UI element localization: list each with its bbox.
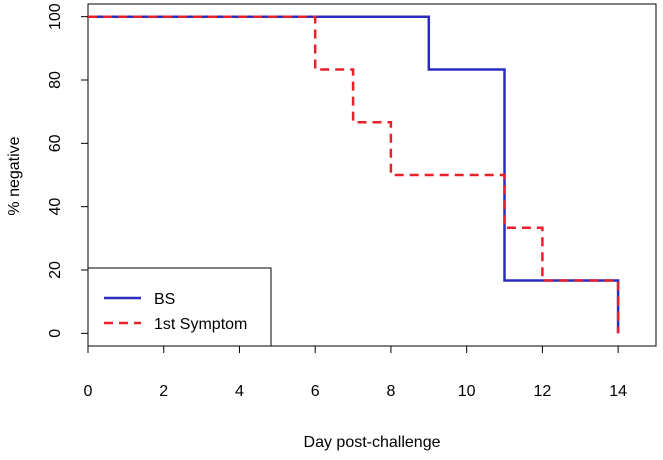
x-tick-label: 4	[235, 383, 244, 400]
y-tick-label: 100	[47, 3, 64, 30]
x-tick-label: 0	[84, 383, 93, 400]
x-axis: 0 2 4 6 8 10 12 14	[84, 346, 627, 400]
y-tick-label: 0	[47, 329, 64, 338]
y-tick-label: 80	[47, 71, 64, 89]
y-tick-label: 20	[47, 261, 64, 279]
x-axis-title: Day post-challenge	[304, 434, 441, 451]
x-tick-label: 6	[311, 383, 320, 400]
y-tick-label: 40	[47, 198, 64, 216]
series-line-bs	[88, 15, 620, 334]
x-tick-label: 14	[609, 383, 627, 400]
x-tick-label: 10	[458, 383, 476, 400]
legend-box	[87, 267, 272, 347]
series-layer	[88, 15, 620, 334]
x-tick-label: 8	[386, 383, 395, 400]
x-tick-label: 2	[159, 383, 168, 400]
y-axis-title: % negative	[6, 136, 23, 215]
x-tick-label: 12	[534, 383, 552, 400]
legend: BS 1st Symptom	[87, 267, 272, 347]
legend-label-bs: BS	[154, 291, 175, 308]
legend-label-1st-symptom: 1st Symptom	[154, 316, 247, 333]
plot-frame	[87, 3, 657, 347]
y-axis: 0 20 40 60 80 100	[47, 3, 88, 338]
y-tick-label: 60	[47, 134, 64, 152]
